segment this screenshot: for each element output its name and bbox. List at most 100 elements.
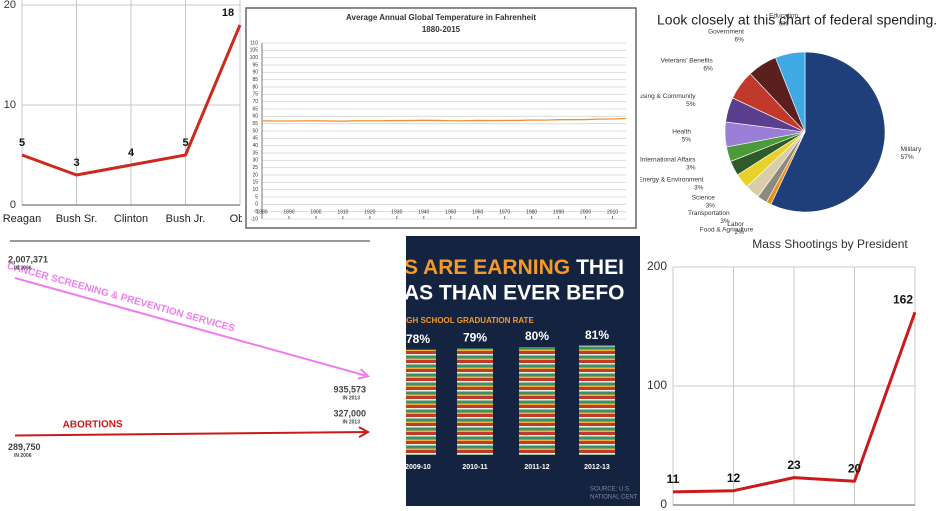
x-tick-label: 1900 [310,209,321,215]
series-label: ABORTIONS [63,419,123,431]
line [261,117,627,122]
headline-part: S ARE EARNING [404,256,570,279]
data-label: 5 [182,137,188,149]
y-tick-label: 0 [255,202,258,208]
y-tick-label: 200 [647,259,667,273]
x-tick-label: 1980 [526,209,537,215]
panel-frame [245,7,637,229]
y-tick-label: 95 [252,62,258,68]
y-tick-label: 30 [252,158,258,164]
slice-label: Transportation [688,210,730,217]
slice-value: 5% [682,136,692,143]
panel-3: Look closely at this chart of federal sp… [631,0,940,236]
x-tick-label: 1940 [418,209,429,215]
value-label: 935,573 [333,385,366,395]
panel-6: Mass Shootings by President 0 100 200 11 12 23… [640,236,940,511]
y-tick-label: 85 [252,77,258,83]
y-tick-label: 20 [252,172,258,178]
slice-value: 3% [720,218,730,225]
year-label: IN 2006 [14,453,32,459]
slice-label: Veterans' Benefits [661,58,714,65]
chart-title: Average Annual Global Temperature in Fah… [346,13,536,22]
x-tick-label: 2000 [580,209,591,215]
slice-label: Housing & Community [631,93,696,100]
source: NATIONAL CENT [590,495,638,501]
value-label: 327,000 [333,408,366,418]
y-tick-label: 5 [255,194,258,200]
value-label: 289,750 [8,442,41,452]
y-tick-label: 40 [252,143,258,149]
y-tick-label: 10 [4,99,16,111]
line [672,311,917,494]
line [21,24,242,177]
x-tick-label: 1990 [553,209,564,215]
y-tick-label: 0 [10,199,16,211]
line [14,431,369,437]
x-tick-label: Bush Jr. [166,213,206,225]
x-tick-label: 1910 [337,209,348,215]
x-tick-label: Oba [230,213,252,225]
book-stack [406,349,436,455]
data-label: 3 [73,157,79,169]
x-tick-label: 2010 [607,209,618,215]
data-label: 81% [585,328,609,342]
x-tick-label: 1890 [283,209,294,215]
data-label: 18 [222,7,234,19]
x-tick-label: 1930 [391,209,402,215]
slice-label: Science [692,195,716,202]
x-tick-label: Bush Sr. [56,213,98,225]
slice-label: Government [708,28,744,35]
data-label: 11 [667,472,680,486]
x-tick-label: Clinton [114,213,148,225]
x-tick-label: 2010-11 [462,464,487,471]
data-label: 12 [727,471,741,485]
x-tick-label: 1970 [499,209,510,215]
slice-label: Military [901,146,922,153]
y-tick-label: 45 [252,136,258,142]
panel-bg [0,0,242,232]
y-tick-label: 105 [250,48,259,54]
arrow-head [357,368,370,380]
x-tick-label: 1920 [364,209,375,215]
y-tick-label: 90 [252,70,258,76]
slice-label: Education [769,13,798,20]
data-label: 80% [525,329,549,343]
panel-bg [640,236,940,511]
chart-title: Mass Shootings by President [752,237,908,251]
slice-label: Labor [727,221,744,228]
headline-line2: AS THAN EVER BEFO [404,282,625,305]
slice-value: 2% [735,229,745,236]
subtitle: IGH SCHOOL GRADUATION RATE [404,316,534,325]
y-tick-label: 100 [250,55,259,61]
panel-4: CANCER SCREENING & PREVENTION SERVICES2,… [6,240,371,459]
panel-2: Average Annual Global Temperature in Fah… [245,7,637,229]
data-label: 79% [463,331,487,345]
slice-label: Food & Agriculture [700,226,754,233]
slice-value: 3% [706,203,716,210]
slice-value: 3% [686,165,696,172]
y-tick-label: 10 [252,187,258,193]
book-stack [519,347,555,455]
slice-value: 6% [703,66,713,73]
year-label: IN 2006 [14,265,32,271]
slice-value: 3% [694,184,704,191]
data-label: 162 [893,292,913,306]
x-tick-label: 1960 [472,209,483,215]
year-label: IN 2013 [342,396,360,402]
book-stack [457,348,493,455]
slice-value: 57% [901,154,914,161]
slice-label: Health [672,128,691,135]
y-tick-label: 80 [252,84,258,90]
source: SOURCE: U.S. [590,487,631,493]
arrow-head [358,426,371,438]
y-tick-label: 110 [250,40,258,46]
y-tick-label: -5 [254,209,259,215]
x-tick-label: Reagan [3,213,42,225]
y-tick-label: 55 [252,121,258,127]
slice-value: 6% [779,21,789,28]
y-tick-label: 0 [660,497,667,511]
y-tick-label: 25 [252,165,258,171]
y-tick-label: 75 [252,92,258,98]
y-tick-label: 60 [252,114,258,120]
